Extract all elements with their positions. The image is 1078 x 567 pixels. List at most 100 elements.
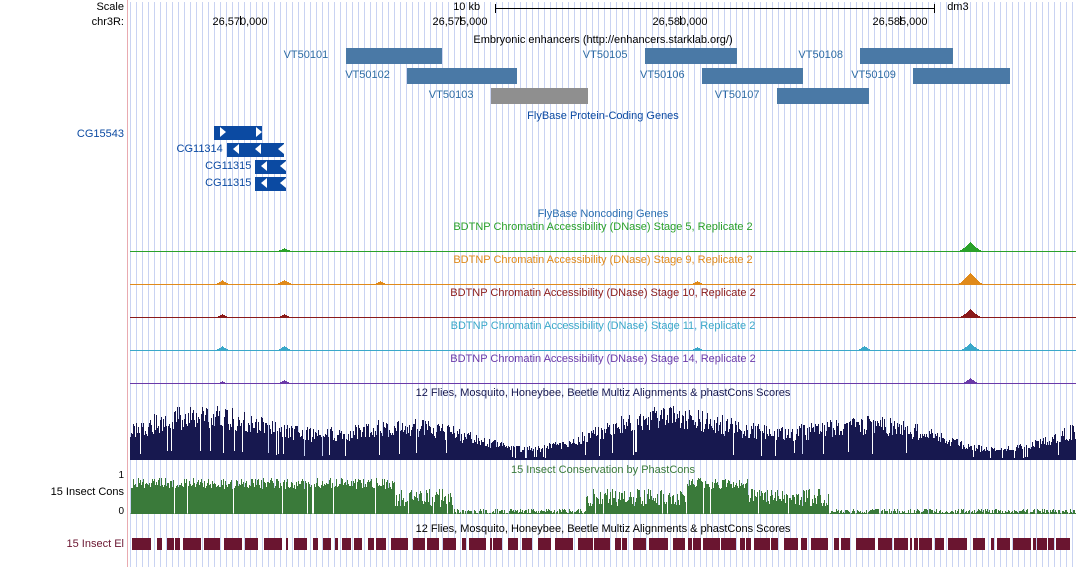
conserved-element[interactable] [522,538,532,550]
strand-arrow-icon [280,178,286,188]
conserved-element[interactable] [490,538,492,550]
gene-label[interactable]: CG11314 [159,143,223,155]
conserved-element[interactable] [538,538,551,550]
conserved-element[interactable] [245,538,258,550]
flybase-nc-title: FlyBase Noncoding Genes [130,208,1076,220]
conserved-element[interactable] [313,538,318,550]
enhancer-box[interactable] [702,68,803,84]
conserved-element[interactable] [224,538,242,550]
strand-arrow-icon [220,127,226,137]
strand-arrow-icon [256,127,262,137]
conserved-element[interactable] [335,538,338,550]
strand-arrow-icon [233,144,239,154]
multiz-title: 12 Flies, Mosquito, Honeybee, Beetle Mul… [130,387,1076,399]
conserved-element[interactable] [948,538,967,550]
dnase-s5-title: BDTNP Chromatin Accessibility (DNase) St… [130,221,1076,233]
enhancer-label[interactable]: VT50108 [798,49,843,61]
conserved-element[interactable] [1048,538,1054,550]
enhancer-label[interactable]: VT50106 [640,69,685,81]
dnase-s14-title: BDTNP Chromatin Accessibility (DNase) St… [130,353,1076,365]
conserved-element[interactable] [594,538,610,550]
enhancer-label[interactable]: VT50109 [851,69,896,81]
conserved-element[interactable] [693,538,701,550]
conserved-element[interactable] [919,538,932,550]
conserved-element[interactable] [615,538,621,550]
conserved-element[interactable] [894,538,908,550]
conserved-element[interactable] [622,538,627,550]
conserved-element[interactable] [649,538,668,550]
conserved-element[interactable] [342,538,351,550]
conserved-element[interactable] [834,538,839,550]
enhancer-label[interactable]: VT50105 [583,49,628,61]
conserved-element[interactable] [294,538,307,550]
conserved-element[interactable] [914,538,918,550]
conserved-element[interactable] [183,538,201,550]
conserved-element[interactable] [703,538,720,550]
conserved-element[interactable] [462,538,466,550]
conserved-element[interactable] [754,538,770,550]
conserved-element[interactable] [286,538,288,550]
conserved-element[interactable] [856,538,875,550]
enhancer-label[interactable]: VT50101 [284,49,329,61]
conserved-element[interactable] [841,538,850,550]
conserved-element[interactable] [935,538,944,550]
conserved-element[interactable] [1056,538,1070,550]
conserved-element[interactable] [721,538,736,550]
conserved-element[interactable] [493,538,502,550]
conserved-element[interactable] [368,538,374,550]
enhancer-box[interactable] [860,48,952,64]
conserved-element[interactable] [443,538,456,550]
conserved-element[interactable] [991,538,994,550]
conserved-element[interactable] [413,538,425,550]
conserved-element[interactable] [801,538,807,550]
phastcons-ytick-1: 1 [118,470,124,481]
enhancer-label[interactable]: VT50107 [715,89,760,101]
enhancer-box[interactable] [913,68,1010,84]
gene-label[interactable]: CG11315 [187,160,251,172]
conserved-element[interactable] [354,538,362,550]
phastcons-track [130,478,1076,514]
conserved-element[interactable] [508,538,518,550]
conserved-element[interactable] [688,538,692,550]
conserved-element[interactable] [878,538,892,550]
enhancer-box[interactable] [777,88,869,104]
conserved-element[interactable] [391,538,408,550]
conserved-element[interactable] [740,538,745,550]
conserved-element[interactable] [1037,538,1047,550]
conserved-element[interactable] [578,538,593,550]
conserved-element[interactable] [973,538,985,550]
enhancer-box[interactable] [645,48,737,64]
strand-arrow-icon [278,144,284,154]
conserved-element[interactable] [427,538,439,550]
conserved-element[interactable] [469,538,486,550]
conserved-element[interactable] [1013,538,1031,550]
enhancer-label[interactable]: VT50102 [345,69,390,81]
conserved-element[interactable] [204,538,220,550]
insect-elements-label: 15 Insect El [67,538,124,550]
dnase-s10-track [130,300,1076,318]
strand-arrow-icon [280,161,286,171]
conserved-element[interactable] [997,538,1010,550]
insect-elements-track [130,538,1076,550]
conserved-element[interactable] [910,538,912,550]
conserved-element[interactable] [132,538,151,550]
conserved-element[interactable] [1033,538,1036,550]
enhancer-label[interactable]: VT50103 [429,89,474,101]
conserved-element[interactable] [376,538,386,550]
conserved-element[interactable] [555,538,573,550]
conserved-element[interactable] [784,538,798,550]
conserved-element[interactable] [175,538,180,550]
conserved-element[interactable] [673,538,685,550]
gene-label[interactable]: CG11315 [187,177,251,189]
enhancer-box[interactable] [407,68,517,84]
enhancer-box[interactable] [491,88,588,104]
conserved-element[interactable] [746,538,751,550]
conserved-element[interactable] [264,538,282,550]
conserved-element[interactable] [323,538,331,550]
conserved-element[interactable] [157,538,162,550]
conserved-element[interactable] [771,538,778,550]
enhancer-box[interactable] [346,48,443,64]
conserved-element[interactable] [811,538,828,550]
conserved-element[interactable] [633,538,646,550]
conserved-element[interactable] [167,538,174,550]
